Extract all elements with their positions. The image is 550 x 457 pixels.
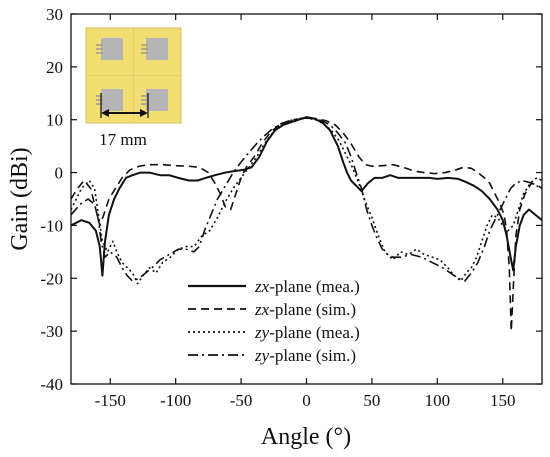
- y-tick-label: -20: [40, 269, 63, 288]
- feed-lines: [96, 44, 148, 105]
- x-tick-label: -100: [160, 391, 191, 410]
- dimension-arrowhead-left: [101, 109, 109, 117]
- legend-label-italic: zy: [254, 346, 270, 365]
- y-tick-label: 20: [46, 58, 63, 77]
- legend-label-rest: -plane (sim.): [269, 300, 356, 319]
- y-tick-label: -10: [40, 216, 63, 235]
- x-tick-label: -150: [95, 391, 126, 410]
- dimension-arrowhead-right: [140, 109, 148, 117]
- legend-label-italic: zy: [254, 323, 270, 342]
- series-line-3: [71, 117, 542, 282]
- legend-label-italic: zx: [254, 300, 270, 319]
- x-axis-title: Angle (°): [261, 424, 351, 450]
- x-tick-label: 50: [363, 391, 380, 410]
- legend-label-rest: -plane (mea.): [269, 323, 360, 342]
- antenna-inset: 17 mm: [85, 27, 182, 149]
- patch-bottom-right: [146, 89, 168, 111]
- patch-top-right: [146, 38, 168, 60]
- legend-label-1: zx-plane (sim.): [254, 300, 356, 319]
- y-axis-title: Gain (dBi): [7, 147, 33, 250]
- legend-label-3: zy-plane (sim.): [254, 346, 356, 365]
- series-layer: [71, 116, 542, 332]
- y-tick-label: -40: [40, 375, 63, 394]
- series-line-2: [71, 117, 542, 285]
- y-tick-label: 0: [55, 164, 64, 183]
- y-tick-label: -30: [40, 322, 63, 341]
- legend-label-2: zy-plane (mea.): [254, 323, 360, 342]
- patch-top-left: [101, 38, 123, 60]
- patch-bottom-left: [101, 89, 123, 111]
- y-tick-label: 10: [46, 111, 63, 130]
- legend-label-italic: zx: [254, 277, 270, 296]
- x-tick-label: 100: [425, 391, 451, 410]
- legend-label-rest: -plane (mea.): [269, 277, 360, 296]
- x-tick-label: -50: [230, 391, 253, 410]
- series-line-0: [71, 116, 542, 277]
- legend-label-rest: -plane (sim.): [269, 346, 356, 365]
- plot-frame: [70, 13, 543, 385]
- legend-label-0: zx-plane (mea.): [254, 277, 360, 296]
- legend: zx-plane (mea.)zx-plane (sim.)zy-plane (…: [188, 277, 360, 365]
- y-tick-label: 30: [46, 5, 63, 24]
- series-line-1: [71, 117, 542, 332]
- x-tick-label: 150: [490, 391, 516, 410]
- x-tick-label: 0: [302, 391, 311, 410]
- dimension-label: 17 mm: [99, 130, 147, 149]
